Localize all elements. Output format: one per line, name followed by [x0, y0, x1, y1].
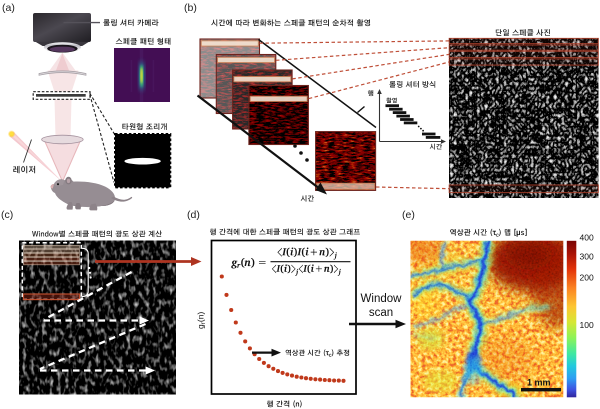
svg-text:200: 200 [580, 273, 594, 283]
svg-text:1 mm: 1 mm [527, 377, 551, 387]
svg-text:400: 400 [580, 232, 594, 242]
svg-text:300: 300 [580, 252, 594, 262]
svg-text:gr(n): gr(n) [196, 312, 208, 329]
svg-text:(a): (a) [2, 2, 15, 14]
svg-text:(c): (c) [1, 209, 13, 221]
svg-text:(e): (e) [402, 209, 415, 221]
svg-text:Window: Window [361, 293, 403, 305]
svg-text:(d): (d) [187, 209, 200, 221]
svg-text:scan: scan [369, 307, 393, 319]
svg-text:(b): (b) [184, 2, 197, 14]
svg-text:100: 100 [580, 320, 594, 330]
